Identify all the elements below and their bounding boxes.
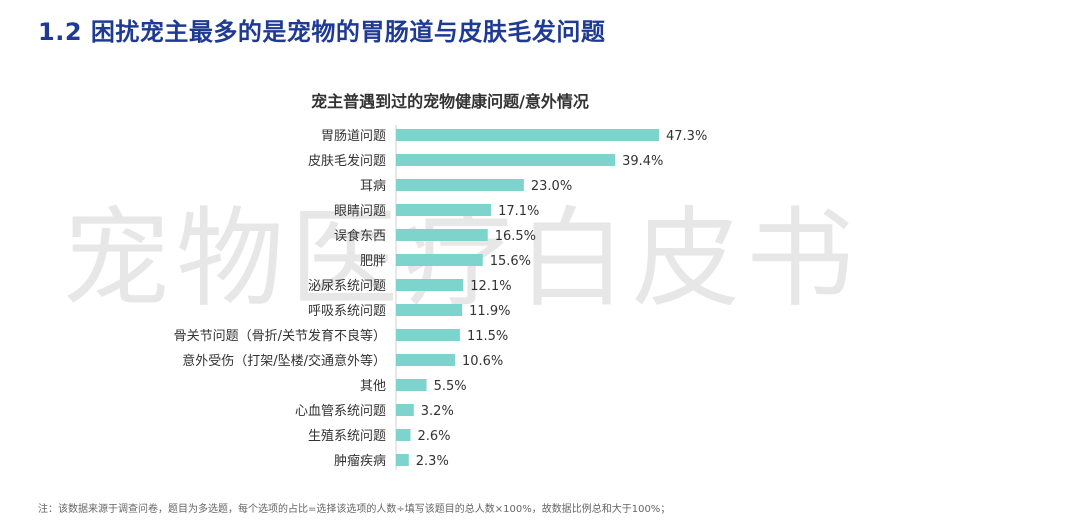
value-label: 15.6% [490, 254, 531, 269]
category-label: 泌尿系统问题 [308, 279, 386, 294]
category-label: 胃肠道问题 [321, 129, 386, 144]
category-label: 眼睛问题 [334, 204, 386, 219]
category-label: 肿瘤疾病 [334, 453, 386, 469]
bar [396, 329, 460, 341]
bar [396, 204, 492, 216]
value-label: 3.2% [421, 404, 454, 419]
value-label: 11.9% [469, 304, 510, 319]
value-label: 12.1% [470, 279, 511, 294]
category-label: 皮肤毛发问题 [308, 153, 386, 169]
footnote: 注：该数据来源于调查问卷，题目为多选题，每个选项的占比=选择该选项的人数÷填写该… [38, 504, 671, 515]
category-label: 其他 [360, 379, 386, 394]
bar [396, 229, 488, 241]
value-label: 39.4% [622, 154, 663, 169]
category-label: 骨关节问题（骨折/关节发育不良等） [174, 328, 386, 344]
value-label: 16.5% [495, 229, 536, 244]
value-label: 2.6% [417, 429, 450, 444]
value-label: 23.0% [531, 179, 572, 194]
bar [396, 279, 464, 291]
category-label: 意外受伤（打架/坠楼/交通意外等） [182, 353, 386, 369]
chart-title: 宠主普遇到过的宠物健康问题/意外情况 [311, 92, 589, 111]
value-label: 10.6% [462, 354, 503, 369]
category-label: 误食东西 [334, 228, 386, 244]
category-label: 心血管系统问题 [295, 404, 386, 419]
category-label: 耳病 [360, 179, 386, 194]
category-label: 生殖系统问题 [308, 428, 386, 444]
value-label: 5.5% [434, 379, 467, 394]
bar [396, 454, 409, 466]
bar [396, 354, 455, 366]
category-label: 呼吸系统问题 [308, 304, 386, 319]
value-label: 2.3% [416, 454, 449, 469]
value-label: 11.5% [467, 329, 508, 344]
bar [396, 429, 411, 441]
category-label: 肥胖 [360, 254, 386, 269]
bar [396, 404, 414, 416]
value-label: 47.3% [666, 129, 707, 144]
value-label: 17.1% [498, 204, 539, 219]
bar [396, 179, 524, 191]
bar [396, 304, 463, 316]
bar [396, 154, 616, 166]
bar [396, 129, 659, 141]
bar [396, 379, 427, 391]
page-title: 1.2 困扰宠主最多的是宠物的胃肠道与皮肤毛发问题 [38, 18, 606, 46]
bar [396, 254, 483, 266]
